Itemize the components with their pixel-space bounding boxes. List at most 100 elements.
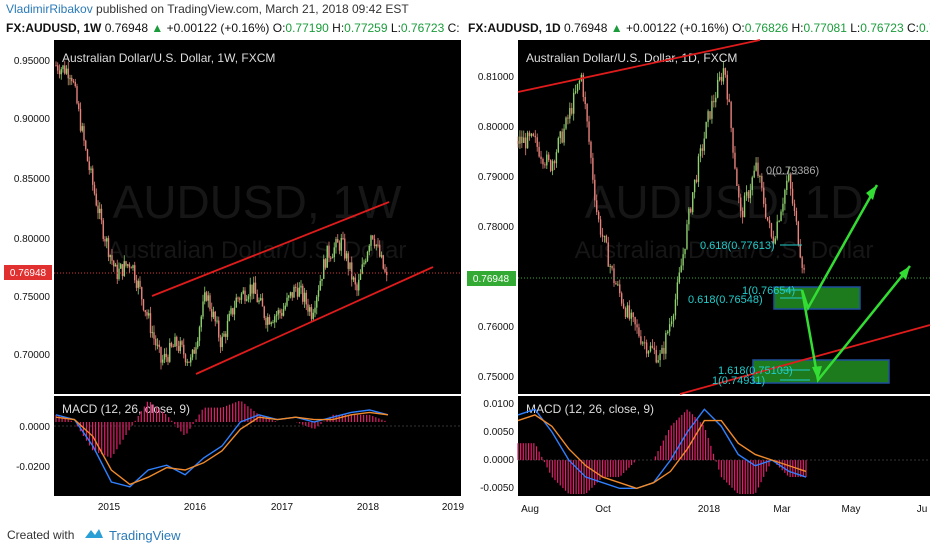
- candle-body: [107, 238, 110, 257]
- up-arrow-icon: ▲: [151, 21, 164, 35]
- candle-body: [688, 208, 690, 225]
- candle-body: [97, 205, 99, 214]
- right-upper-trendline[interactable]: [517, 39, 761, 93]
- candle-body: [142, 299, 145, 311]
- candle-body: [667, 331, 669, 334]
- candle-body: [195, 347, 197, 354]
- candle-body: [375, 244, 377, 247]
- candle-body: [258, 300, 260, 303]
- candle-body: [786, 180, 788, 190]
- left-macd-line: [55, 409, 389, 488]
- left-price-tick: 0.75000: [14, 292, 51, 303]
- candle-body: [331, 257, 334, 259]
- candle-body: [128, 264, 131, 268]
- charts-canvas[interactable]: AUDUSD, 1W Australian Dollar/U.S. Dollar…: [0, 0, 932, 520]
- candle-body: [373, 238, 376, 247]
- candle-body: [293, 286, 295, 298]
- candle-body: [67, 68, 69, 79]
- left-upper-channel-line[interactable]: [151, 201, 390, 297]
- candle-body: [55, 65, 57, 67]
- tradingview-brand[interactable]: TradingView: [109, 528, 181, 543]
- candle-body: [93, 184, 96, 194]
- candle-body: [253, 282, 255, 294]
- right-lower-trendline[interactable]: [679, 324, 931, 395]
- candle-body: [553, 161, 556, 164]
- candle-body: [125, 261, 127, 266]
- candle-body: [216, 320, 218, 322]
- right-o-label: O:: [732, 21, 745, 35]
- candle-body: [78, 103, 80, 109]
- right-l-value: 0.76723: [860, 21, 904, 35]
- candle-body: [92, 168, 94, 185]
- candle-body: [184, 354, 187, 363]
- candle-body: [162, 359, 164, 363]
- candle-body: [780, 211, 782, 221]
- candle-body: [695, 179, 698, 182]
- candle-body: [797, 221, 800, 246]
- projection-path-upper[interactable]: [800, 184, 879, 312]
- left-lower-channel-line[interactable]: [195, 266, 434, 375]
- left-price-panel[interactable]: [54, 40, 461, 394]
- right-watermark-desc: Australian Dollar/U.S. Dollar: [575, 237, 874, 264]
- candle-body: [230, 308, 232, 314]
- candle-body: [711, 100, 713, 119]
- candle-body: [254, 282, 257, 294]
- candle-body: [718, 76, 721, 80]
- candle-body: [536, 137, 538, 147]
- candle-body: [170, 342, 173, 347]
- upper-target-zone[interactable]: [773, 286, 861, 310]
- candle-body: [226, 320, 229, 337]
- candle-body: [60, 69, 62, 75]
- candle-body: [597, 212, 600, 220]
- candle-body: [251, 284, 253, 294]
- candle-body: [659, 353, 661, 361]
- candle-body: [524, 137, 527, 149]
- right-time-tick: Mar: [773, 504, 791, 515]
- candle-body: [64, 65, 66, 74]
- candle-body: [713, 100, 715, 103]
- candle-body: [81, 126, 83, 131]
- right-macd-tick: 0.0100: [483, 399, 514, 410]
- left-symbol[interactable]: FX:AUDUSD, 1W: [6, 21, 102, 35]
- candle-body: [661, 347, 663, 354]
- author-link[interactable]: VladimirRibakov: [6, 2, 93, 16]
- candle-body: [86, 149, 89, 162]
- left-time-axis[interactable]: [54, 498, 461, 516]
- candle-body: [665, 333, 667, 354]
- candle-body: [715, 97, 717, 103]
- lower-target-zone[interactable]: [752, 359, 890, 384]
- candle-body: [359, 273, 362, 280]
- candle-body: [365, 260, 367, 263]
- right-symbol[interactable]: FX:AUDUSD, 1D: [468, 21, 561, 35]
- candle-body: [211, 309, 213, 318]
- candle-body: [596, 200, 598, 213]
- right-o-value: 0.76826: [744, 21, 789, 35]
- tradingview-logo-icon[interactable]: [83, 526, 105, 545]
- candle-body: [636, 324, 638, 328]
- projection-arrows[interactable]: [800, 184, 911, 383]
- right-price-panel[interactable]: [518, 40, 930, 394]
- candle-body: [599, 219, 602, 235]
- right-time-tick: Oct: [595, 504, 611, 515]
- candle-body: [534, 135, 536, 138]
- candle-body: [586, 104, 588, 122]
- right-chart-pane[interactable]: AUDUSD, 1D Australian Dollar/U.S. Dollar…: [467, 39, 931, 515]
- candle-body: [71, 77, 73, 82]
- candle-body: [298, 287, 300, 297]
- candle-body: [567, 117, 569, 119]
- candle-body: [72, 81, 75, 83]
- candle-body: [109, 255, 111, 257]
- candle-body: [720, 76, 723, 82]
- candle-body: [79, 108, 82, 131]
- candle-body: [764, 203, 767, 218]
- candle-body: [699, 148, 702, 157]
- right-c-label: C:: [906, 21, 919, 35]
- left-candles: [55, 60, 388, 370]
- up-arrow-icon: ▲: [610, 21, 623, 35]
- left-macd-panel[interactable]: [54, 396, 461, 496]
- left-chart-title: Australian Dollar/U.S. Dollar, 1W, FXCM: [62, 51, 275, 65]
- candle-body: [571, 108, 573, 114]
- left-h-label: H:: [332, 21, 345, 35]
- left-chart-pane[interactable]: AUDUSD, 1W Australian Dollar/U.S. Dollar…: [4, 40, 465, 516]
- candle-body: [734, 152, 736, 169]
